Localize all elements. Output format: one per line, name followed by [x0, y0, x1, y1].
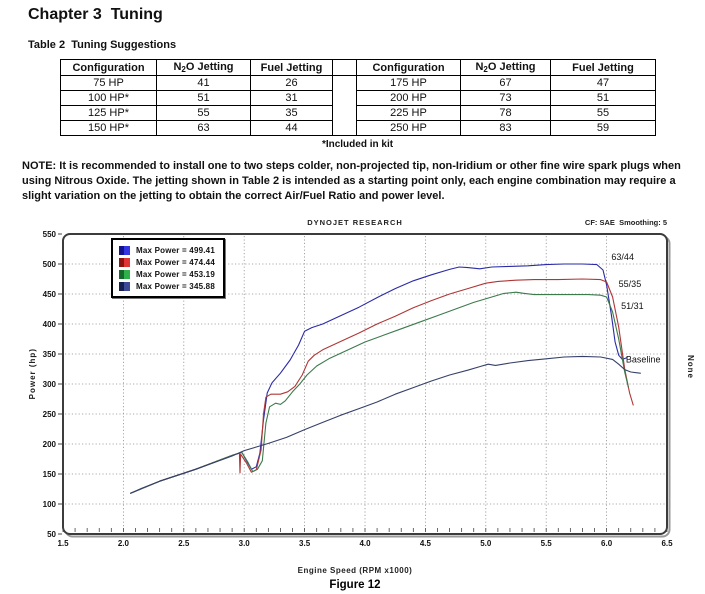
curve-label-63/44: 63/44 — [611, 252, 634, 262]
table-cell: 31 — [250, 90, 333, 106]
table-header-row: Configuration N2O Jetting Fuel Jetting C… — [60, 59, 656, 76]
y-tick-label: 200 — [43, 440, 57, 449]
right-axis-label: None — [686, 355, 695, 379]
table-caption: Table 2 Tuning Suggestions — [28, 39, 177, 51]
y-tick-label: 100 — [43, 500, 57, 509]
x-tick-label: 5.0 — [480, 539, 492, 548]
chart-header: DYNOJET RESEARCH CF: SAE Smoothing: 5 — [25, 218, 685, 228]
jetting-table-body: 75 HP 41 26 175 HP 67 47 100 HP* 51 31 200 HP 73 51… — [60, 75, 656, 136]
dyno-chart-svg: 550 500 450 400 350 300 250 200 150 100 501.5 2.0 2.… — [43, 230, 673, 548]
y-axis-label: Power (hp) — [28, 348, 37, 400]
table-cell: 55 — [156, 105, 251, 121]
x-axis-label: Engine Speed (RPM x1000) — [297, 566, 413, 575]
figure-caption: Figure 12 — [329, 579, 381, 591]
legend-label: Max Power = 453.19 — [136, 269, 215, 279]
series-Baseline — [130, 355, 641, 494]
series-55/35 — [130, 278, 634, 494]
x-tick-label: 1.5 — [57, 539, 69, 548]
y-tick-label: 50 — [47, 530, 56, 539]
legend-label: Max Power = 474.44 — [136, 257, 215, 267]
table-row: 100 HP* 51 31 200 HP 73 51 — [60, 90, 656, 106]
chart-cf-label: CF: SAE Smoothing: 5 — [584, 218, 667, 227]
legend-color-swatch — [119, 281, 130, 291]
curve-label-55/35: 55/35 — [619, 279, 642, 289]
x-tick-label: 4.5 — [420, 539, 432, 548]
curve-label-Baseline: Baseline — [626, 354, 661, 364]
legend-label: Max Power = 499.41 — [136, 245, 215, 255]
table-cell: 150 HP* — [60, 120, 157, 136]
table-cell: 75 HP — [60, 75, 157, 91]
x-tick-label: 4.0 — [359, 539, 371, 548]
chart-title: DYNOJET RESEARCH — [307, 218, 403, 227]
table-cell: 26 — [250, 75, 333, 91]
legend-item: Max Power = 345.88 — [119, 280, 215, 292]
table-cell: 59 — [550, 120, 656, 136]
y-tick-label: 400 — [43, 320, 57, 329]
x-tick-label: 2.5 — [178, 539, 190, 548]
x-tick-label: 6.5 — [661, 539, 673, 548]
legend-item: Max Power = 474.44 — [119, 256, 215, 268]
header-spacer — [332, 59, 357, 76]
curve-label-51/31: 51/31 — [621, 301, 644, 311]
table-cell: 78 — [460, 105, 551, 121]
legend-color-swatch — [119, 257, 130, 267]
header-n2o-right: N2O Jetting — [460, 59, 551, 76]
y-tick-label: 450 — [43, 290, 57, 299]
legend-color-swatch — [119, 269, 130, 279]
table-row: 75 HP 41 26 175 HP 67 47 — [60, 75, 656, 136]
jetting-table: Configuration N2O Jetting Fuel Jetting C… — [60, 59, 656, 136]
table-cell: 35 — [250, 105, 333, 121]
table-cell: 225 HP — [356, 105, 461, 121]
x-tick-label: 5.5 — [541, 539, 553, 548]
table-row: 125 HP* 55 35 225 HP 78 55 — [60, 105, 656, 121]
table-row: 150 HP* 63 44 250 HP 83 59 — [60, 120, 656, 136]
header-configuration-left: Configuration — [60, 59, 157, 76]
header-n2o-left: N2O Jetting — [156, 59, 251, 76]
table-cell: 73 — [460, 90, 551, 106]
y-tick-label: 550 — [43, 230, 57, 239]
table-cell: 55 — [550, 105, 656, 121]
note-paragraph: NOTE: It is recommended to install one t… — [22, 160, 681, 202]
y-tick-label: 250 — [43, 410, 57, 419]
x-tick-label: 3.5 — [299, 539, 311, 548]
series-63/44 — [130, 263, 628, 494]
table-cell: 44 — [250, 120, 333, 136]
legend-label: Max Power = 345.88 — [136, 281, 215, 291]
legend-item: Max Power = 453.19 — [119, 268, 215, 280]
legend-color-swatch — [119, 245, 130, 255]
table-cell: 125 HP* — [60, 105, 157, 121]
chart-legend: Max Power = 499.41 Max Power = 474.44 Max … — [111, 238, 225, 298]
y-tick-label: 500 — [43, 260, 57, 269]
x-tick-label: 6.0 — [601, 539, 613, 548]
series-51/31 — [130, 291, 629, 494]
table-cell: 51 — [550, 90, 656, 106]
header-fuel-left: Fuel Jetting — [250, 59, 333, 76]
y-tick-label: 150 — [43, 470, 57, 479]
header-fuel-right: Fuel Jetting — [550, 59, 656, 76]
table-footnote: *Included in kit — [321, 139, 394, 150]
table-cell: 250 HP — [356, 120, 461, 136]
table-cell: 83 — [460, 120, 551, 136]
table-cell: 41 — [156, 75, 251, 91]
legend-item: Max Power = 499.41 — [119, 244, 215, 256]
table-spacer-cell — [332, 75, 357, 136]
x-tick-label: 2.0 — [118, 539, 130, 548]
header-configuration-right: Configuration — [356, 59, 461, 76]
table-cell: 67 — [460, 75, 551, 91]
dyno-chart: DYNOJET RESEARCH CF: SAE Smoothing: 5 55… — [25, 218, 701, 594]
x-tick-label: 3.0 — [239, 539, 251, 548]
table-cell: 63 — [156, 120, 251, 136]
table-cell: 200 HP — [356, 90, 461, 106]
chapter-title: Chapter 3 Tuning — [28, 6, 163, 23]
table-cell: 175 HP — [356, 75, 461, 91]
table-cell: 51 — [156, 90, 251, 106]
table-cell: 47 — [550, 75, 656, 91]
y-tick-label: 350 — [43, 350, 57, 359]
y-tick-label: 300 — [43, 380, 57, 389]
table-cell: 100 HP* — [60, 90, 157, 106]
